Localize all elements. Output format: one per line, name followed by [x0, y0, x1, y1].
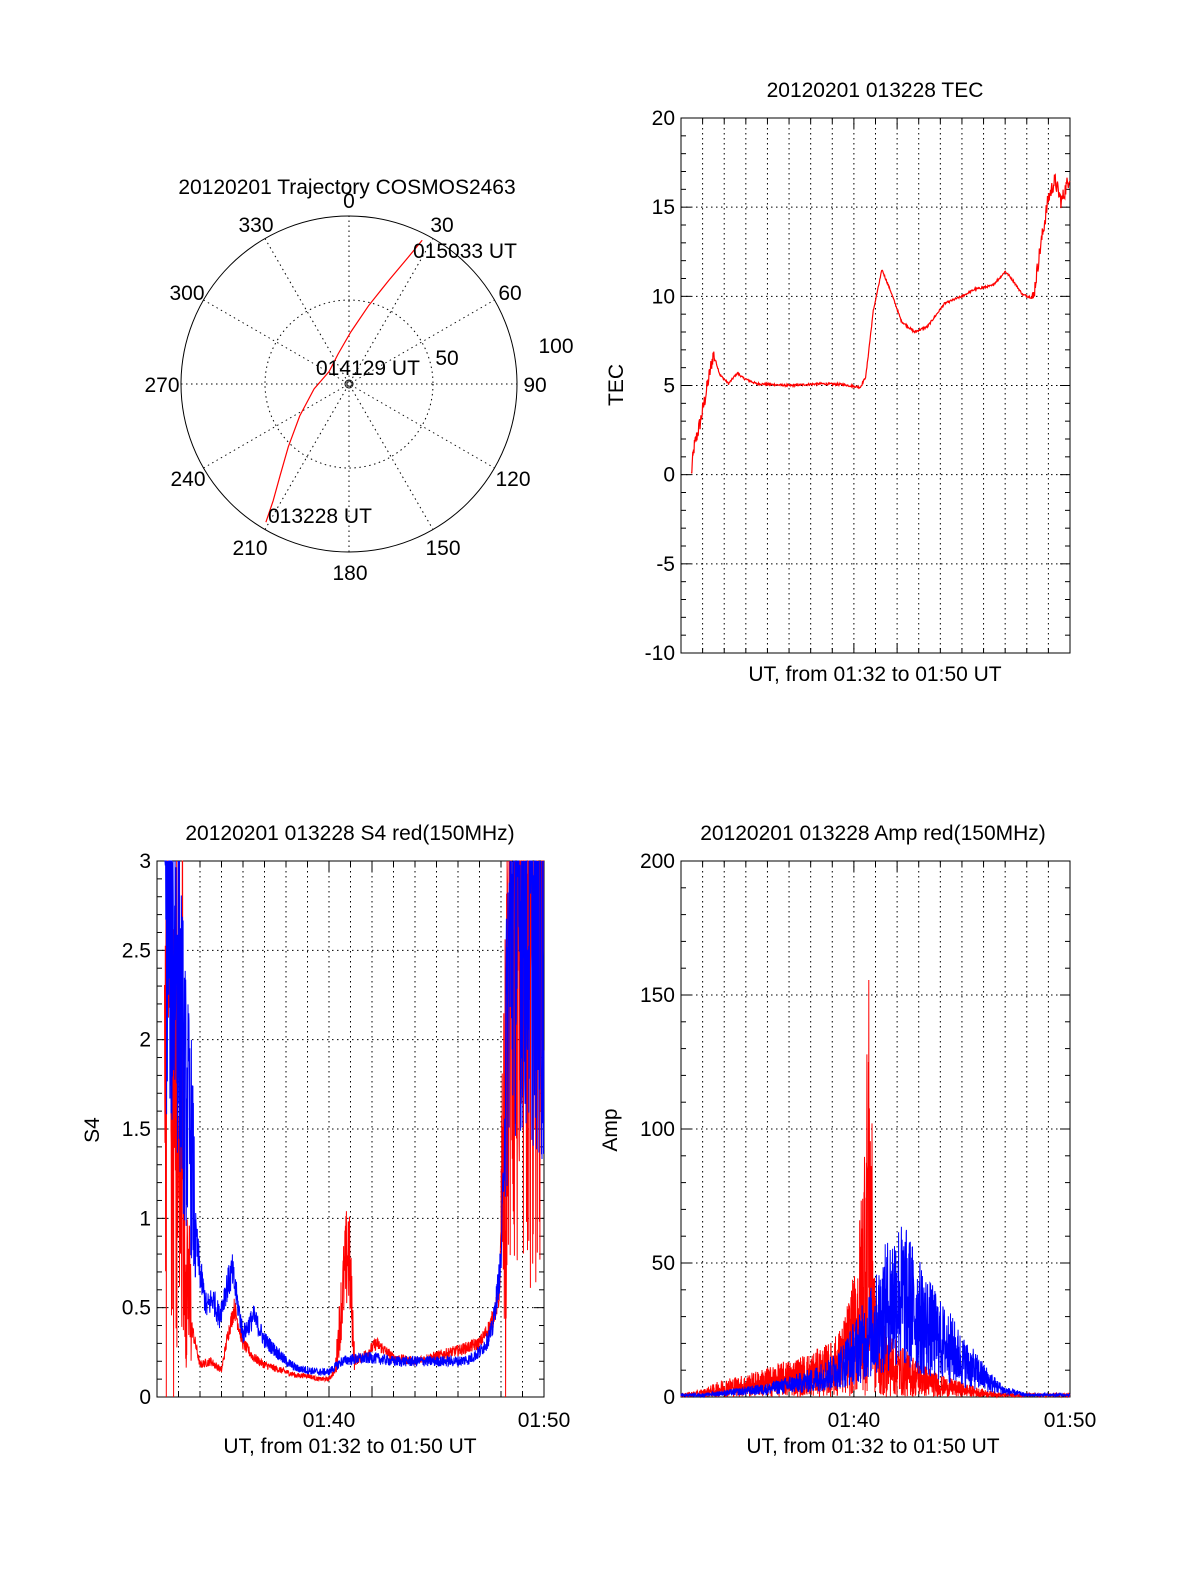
trajectory-title: 20120201 Trajectory COSMOS2463: [178, 176, 515, 199]
y-tick-label: 1: [139, 1207, 151, 1230]
y-tick-label: 150: [640, 984, 675, 1007]
azimuth-label-30: 30: [430, 214, 453, 237]
polar-spoke: [203, 299, 495, 469]
y-tick-label: 3: [139, 850, 151, 873]
y-tick-label: 200: [640, 850, 675, 873]
y-tick-label: 15: [652, 196, 675, 219]
amp-ylabel: Amp: [599, 1108, 622, 1151]
azimuth-labels: 0 30 60 90 120 150 180 210 240 270 300 330: [144, 190, 546, 585]
polar-center: [344, 379, 354, 389]
y-tick-label: 2: [139, 1029, 151, 1052]
annotation-start-time: 013228 UT: [268, 505, 372, 528]
azimuth-label-330: 330: [238, 214, 273, 237]
azimuth-label-60: 60: [498, 282, 521, 305]
amp-y-ticks: 0 50 100 150 200: [640, 850, 675, 1409]
azimuth-label-270: 270: [144, 374, 179, 397]
y-tick-label: 50: [652, 1252, 675, 1275]
x-tick-label: 01:50: [1044, 1409, 1097, 1432]
azimuth-label-90: 90: [523, 374, 546, 397]
annotation-end-time: 015033 UT: [413, 240, 517, 263]
y-tick-label: 0: [663, 1386, 675, 1409]
trajectory-line: [265, 239, 423, 523]
polar-spoke: [203, 299, 495, 469]
s4-red-series: [164, 860, 544, 1398]
y-tick-label: 1.5: [122, 1118, 151, 1141]
y-tick-label: 20: [652, 107, 675, 130]
y-tick-label: 100: [640, 1118, 675, 1141]
azimuth-label-300: 300: [169, 282, 204, 305]
y-tick-label: 0.5: [122, 1297, 151, 1320]
ring-label-50: 50: [435, 347, 458, 370]
amp-blue-series: [680, 1226, 1071, 1399]
azimuth-label-0: 0: [343, 190, 355, 213]
polar-grid: [181, 216, 517, 552]
ring-label-100: 100: [538, 335, 573, 358]
tec-frame: [680, 117, 1071, 654]
tec-xlabel: UT, from 01:32 to 01:50 UT: [748, 663, 1001, 686]
y-tick-label: -10: [645, 642, 675, 665]
annotation-mid-time: 014129 UT: [316, 357, 420, 380]
s4-blue-series: [164, 860, 545, 1377]
y-tick-label: 5: [663, 375, 675, 398]
amp-title: 20120201 013228 Amp red(150MHz): [700, 822, 1046, 845]
amp-panel: 20120201 013228 Amp red(150MHz) 0 50 100 15…: [599, 822, 1096, 1458]
azimuth-label-120: 120: [495, 468, 530, 491]
azimuth-label-180: 180: [332, 562, 367, 585]
x-tick-label: 01:40: [828, 1409, 881, 1432]
x-tick-label: 01:50: [518, 1409, 571, 1432]
tec-y-ticks: -10 -5 0 5 10 15 20: [645, 107, 675, 665]
polar-spoke: [264, 238, 434, 530]
polar-outer-ring: [180, 215, 518, 553]
amp-x-ticks: 01:40 01:50: [828, 1409, 1097, 1432]
s4-y-ticks: 0 0.5 1 1.5 2 2.5 3: [122, 850, 151, 1409]
tec-title: 20120201 013228 TEC: [767, 79, 984, 102]
tec-panel: 20120201 013228 TEC -10 -5 0 5 10 15 20 TEC UT…: [605, 79, 1071, 686]
tec-series-line: [690, 172, 1071, 474]
s4-title: 20120201 013228 S4 red(150MHz): [185, 822, 514, 845]
x-tick-label: 01:40: [303, 1409, 356, 1432]
y-tick-label: -5: [656, 553, 675, 576]
trajectory-panel: 20120201 Trajectory COSMOS2463 0 30 60 90 12…: [144, 176, 573, 585]
azimuth-label-150: 150: [425, 537, 460, 560]
tec-grid: [680, 117, 1071, 654]
y-tick-label: 2.5: [122, 939, 151, 962]
s4-ylabel: S4: [81, 1117, 104, 1143]
polar-ring-50: [264, 299, 434, 469]
azimuth-label-210: 210: [232, 537, 267, 560]
s4-panel: 20120201 013228 S4 red(150MHz) 0 0.5 1 1.5 2…: [81, 822, 570, 1458]
s4-xlabel: UT, from 01:32 to 01:50 UT: [223, 1435, 476, 1458]
s4-x-ticks: 01:40 01:50: [303, 1409, 571, 1432]
y-tick-label: 0: [663, 464, 675, 487]
amp-frame: [680, 860, 1071, 1398]
y-tick-label: 10: [652, 285, 675, 308]
tec-ylabel: TEC: [605, 364, 628, 406]
amp-xlabel: UT, from 01:32 to 01:50 UT: [746, 1435, 999, 1458]
polar-spoke: [264, 238, 434, 530]
azimuth-label-240: 240: [170, 468, 205, 491]
y-tick-label: 0: [139, 1386, 151, 1409]
